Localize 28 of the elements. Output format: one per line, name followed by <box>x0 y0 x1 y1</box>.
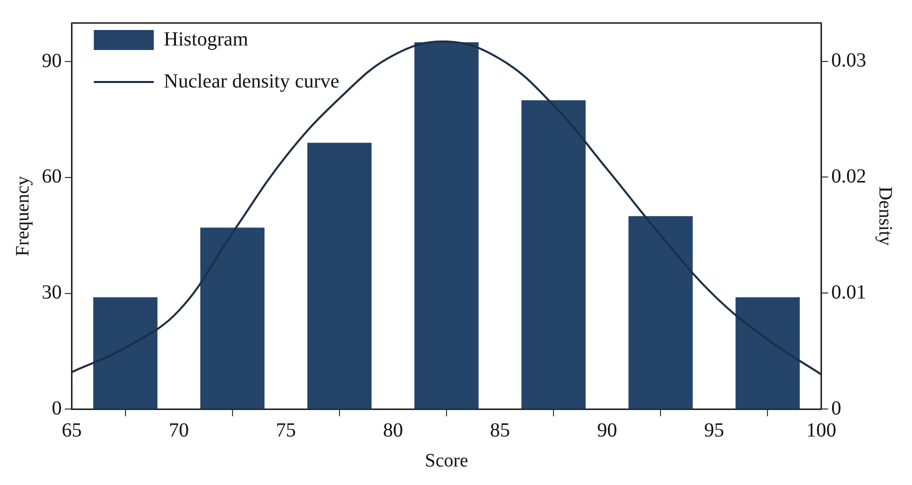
y-tick-label: 30 <box>42 282 62 304</box>
x-tick-label: 75 <box>276 419 296 442</box>
bar <box>521 100 586 409</box>
bar <box>200 228 265 409</box>
y-axis-title: Frequency <box>12 176 34 256</box>
y2-tick-label: 0.01 <box>831 281 866 304</box>
x-tick-label: 85 <box>490 419 510 442</box>
y-tick-label: 0 <box>52 397 62 420</box>
y2-tick-label: 0.03 <box>831 50 866 72</box>
legend-label: Nuclear density curve <box>164 70 340 92</box>
y-tick-label: 90 <box>42 50 62 72</box>
x-tick-label: 70 <box>168 419 189 442</box>
legend-label: Histogram <box>164 28 249 50</box>
bar <box>307 142 372 409</box>
y-tick-label: 60 <box>42 166 62 188</box>
x-tick-label: 90 <box>597 419 618 442</box>
x-tick-label: 95 <box>704 419 724 442</box>
x-tick-label: 65 <box>62 419 82 442</box>
y2-tick-label: 0.02 <box>831 166 866 188</box>
bar <box>414 42 479 409</box>
x-tick-label: 100 <box>806 419 836 442</box>
bar <box>628 216 693 409</box>
bar <box>736 297 800 409</box>
x-axis-title: Score <box>424 450 468 472</box>
y2-tick-label: 0 <box>831 397 842 420</box>
x-tick-label: 80 <box>382 419 403 442</box>
y2-axis-title: Density <box>874 186 896 246</box>
bar <box>93 297 158 409</box>
